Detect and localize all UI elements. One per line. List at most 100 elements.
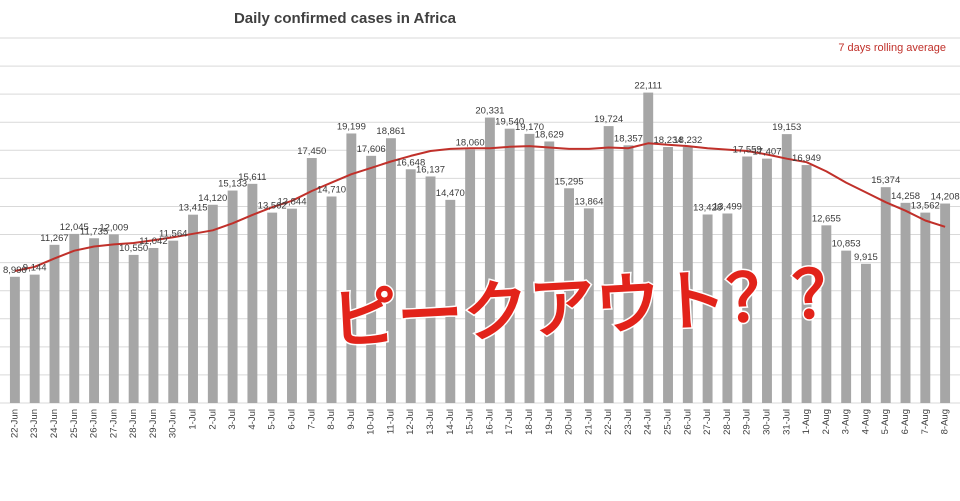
bar: [188, 214, 198, 403]
data-label: 20,331: [475, 106, 504, 117]
bar: [880, 187, 891, 403]
data-label: 12,655: [812, 213, 841, 224]
annotation-peak-out: ピークアウト？？: [329, 254, 860, 359]
x-tick-label: 27-Jul: [702, 409, 713, 435]
bar: [128, 254, 139, 403]
data-label: 18,060: [456, 137, 485, 148]
bar: [287, 208, 297, 403]
data-label: 12,009: [99, 222, 128, 233]
bar: [29, 274, 40, 403]
data-label: 15,133: [218, 179, 247, 190]
x-tick-label: 22-Jul: [603, 409, 614, 435]
x-tick-label: 3-Aug: [841, 409, 852, 434]
bar: [385, 138, 396, 403]
bar: [69, 233, 80, 403]
bar: [9, 276, 20, 403]
data-label: 17,606: [357, 144, 386, 155]
bar: [346, 133, 357, 403]
chart-title: Daily confirmed cases in Africa: [234, 10, 457, 27]
bar: [643, 92, 654, 403]
bar: [920, 212, 931, 403]
x-tick-label: 23-Jun: [29, 409, 40, 438]
data-label: 13,562: [258, 201, 287, 212]
bar: [821, 225, 832, 403]
data-label: 15,374: [871, 175, 900, 186]
data-label: 17,407: [752, 147, 781, 158]
bar: [49, 244, 60, 403]
x-tick-label: 19-Jul: [544, 409, 555, 435]
data-label: 12,045: [60, 222, 89, 233]
data-label: 15,295: [555, 176, 584, 187]
x-tick-label: 1-Aug: [801, 409, 812, 434]
data-label: 19,170: [515, 122, 544, 133]
x-tick-label: 4-Aug: [860, 409, 871, 434]
bar: [623, 145, 634, 403]
bar: [267, 212, 278, 403]
bar: [247, 183, 258, 403]
data-label: 13,844: [277, 197, 306, 208]
x-tick-label: 21-Jul: [583, 409, 594, 435]
x-tick-label: 2-Aug: [821, 409, 832, 434]
bar: [207, 204, 218, 403]
x-tick-label: 27-Jun: [108, 409, 119, 438]
bar: [148, 247, 159, 403]
bar: [564, 188, 575, 403]
bar: [227, 190, 238, 403]
data-label: 18,234: [653, 135, 682, 146]
data-label: 18,629: [535, 129, 564, 140]
bar: [762, 158, 772, 403]
data-label: 19,724: [594, 114, 623, 125]
data-label: 11,735: [80, 226, 108, 237]
bar: [900, 202, 911, 403]
data-label: 18,357: [614, 133, 643, 144]
bar: [326, 196, 337, 403]
data-label: 9,144: [23, 263, 47, 274]
bar: [108, 234, 119, 403]
x-tick-label: 8-Aug: [940, 409, 951, 434]
data-label: 14,120: [198, 193, 227, 204]
data-label: 17,450: [297, 146, 326, 157]
bar: [801, 165, 812, 403]
bar: [544, 141, 555, 404]
legend-rolling-average: 7 days rolling average: [838, 42, 946, 54]
bar: [702, 214, 713, 403]
bar: [405, 169, 416, 403]
x-tick-label: 30-Jul: [761, 409, 772, 435]
x-tick-label: 3-Jul: [227, 409, 238, 430]
x-tick-label: 10-Jul: [366, 409, 377, 435]
x-tick-label: 14-Jul: [445, 409, 456, 435]
data-label: 10,550: [119, 243, 148, 254]
x-tick-label: 6-Aug: [900, 409, 911, 434]
bar: [366, 155, 377, 403]
data-label: 18,232: [673, 135, 702, 146]
bar: [445, 199, 456, 403]
data-label: 22,111: [634, 81, 662, 92]
x-tick-label: 16-Jul: [484, 409, 495, 435]
bar: [524, 133, 535, 403]
data-label: 13,499: [713, 201, 742, 212]
data-label: 8,990: [3, 265, 27, 276]
data-label: 16,137: [416, 164, 445, 175]
bar: [425, 176, 436, 403]
x-tick-label: 29-Jun: [148, 409, 159, 438]
data-label: 19,153: [772, 122, 801, 133]
x-tick-label: 28-Jun: [128, 409, 139, 438]
data-label: 13,562: [911, 201, 940, 212]
data-label: 13,428: [693, 202, 722, 213]
bar: [663, 147, 673, 403]
bar: [168, 240, 179, 403]
x-tick-label: 18-Jul: [524, 409, 535, 435]
bar: [940, 203, 951, 403]
x-tick-label: 5-Aug: [880, 409, 891, 434]
x-tick-label: 4-Jul: [247, 409, 258, 430]
data-label: 11,267: [40, 233, 68, 244]
x-tick-label: 9-Jul: [346, 409, 357, 430]
x-tick-label: 17-Jul: [504, 409, 515, 435]
x-tick-label: 20-Jul: [564, 409, 575, 435]
bar: [306, 158, 317, 403]
rolling-average-series: [14, 142, 946, 272]
x-tick-label: 30-Jun: [168, 409, 179, 438]
bar: [465, 149, 476, 403]
bar: [583, 208, 594, 403]
x-tick-label: 26-Jun: [89, 409, 100, 438]
